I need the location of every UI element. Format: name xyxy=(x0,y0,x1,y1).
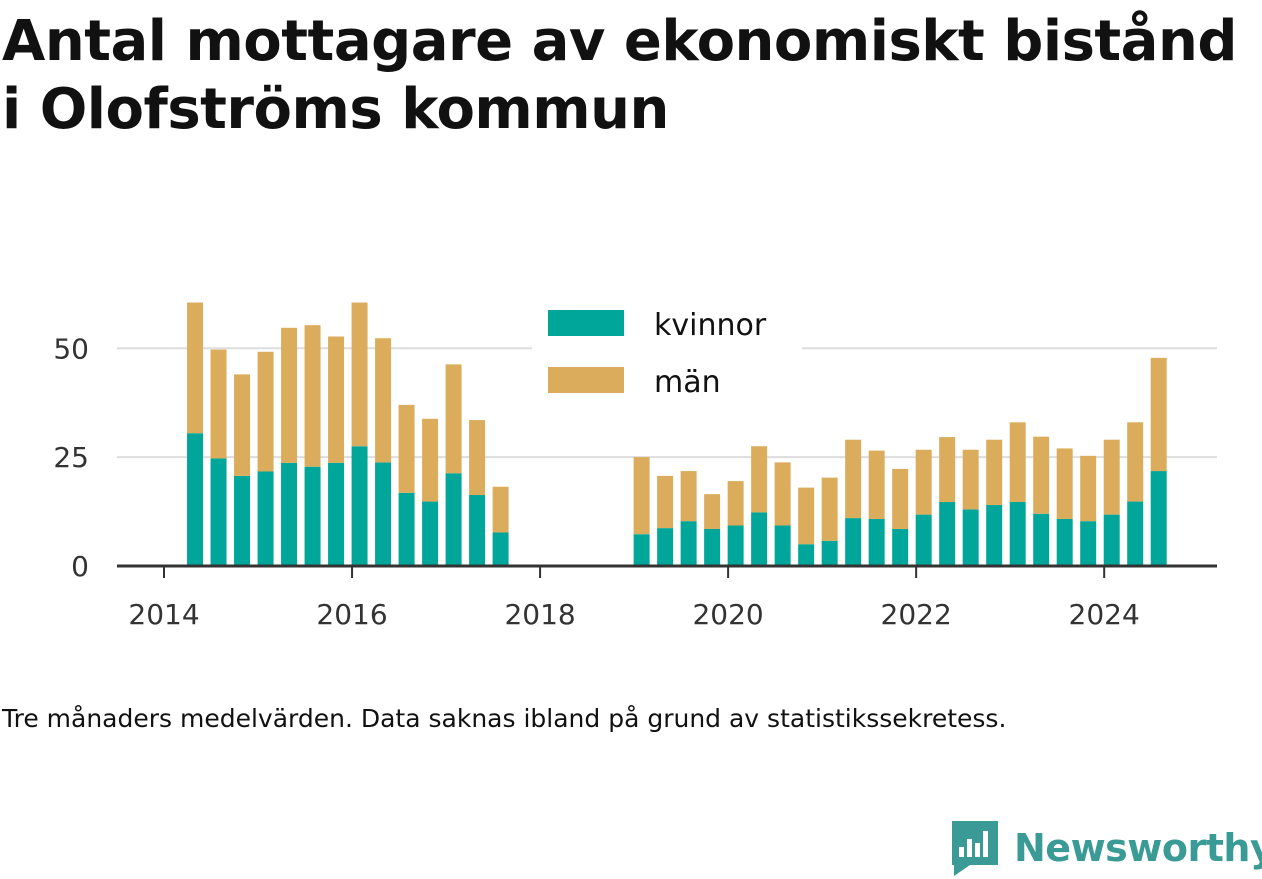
bar-man-33 xyxy=(1080,455,1097,522)
y-tick-label-0: 0 xyxy=(71,550,89,583)
bar-kvinnor-11 xyxy=(445,473,462,566)
bar-man-21 xyxy=(798,487,815,545)
bar-kvinnor-32 xyxy=(1056,518,1073,566)
bar-kvinnor-26 xyxy=(915,514,932,566)
bar-kvinnor-2 xyxy=(234,475,251,566)
bar-kvinnor-13 xyxy=(492,532,509,566)
bar-man-27 xyxy=(939,437,956,502)
bars xyxy=(187,302,1167,566)
x-tick-label-2014: 2014 xyxy=(128,598,199,631)
bar-kvinnor-3 xyxy=(257,471,274,566)
bar-man-14 xyxy=(633,457,650,535)
bar-kvinnor-1 xyxy=(210,458,227,566)
bar-kvinnor-21 xyxy=(798,544,815,566)
bar-kvinnor-34 xyxy=(1103,514,1120,566)
footnote: Tre månaders medelvärden. Data saknas ib… xyxy=(2,704,1007,733)
bar-kvinnor-14 xyxy=(633,534,650,566)
bar-man-6 xyxy=(328,336,345,463)
legend-swatch-man xyxy=(548,367,624,393)
bar-kvinnor-7 xyxy=(351,446,368,566)
bar-kvinnor-28 xyxy=(962,509,979,566)
bar-man-31 xyxy=(1033,436,1050,514)
bar-kvinnor-31 xyxy=(1033,513,1050,566)
bar-kvinnor-35 xyxy=(1127,501,1144,566)
y-tick-label-25: 25 xyxy=(53,441,89,474)
brand-logo: Newsworthy xyxy=(950,818,1262,878)
bar-kvinnor-19 xyxy=(751,512,768,566)
legend-swatch-kvinnor xyxy=(548,310,624,336)
bar-kvinnor-12 xyxy=(469,495,486,566)
bar-kvinnor-20 xyxy=(774,525,791,566)
legend-label-man: män xyxy=(654,365,721,400)
x-tick-label-2018: 2018 xyxy=(504,598,575,631)
bar-man-18 xyxy=(727,481,744,526)
bar-man-22 xyxy=(821,477,838,541)
bar-kvinnor-23 xyxy=(845,518,862,566)
chart-title: Antal mottagare av ekonomiskt bistånd i … xyxy=(2,9,1237,142)
brand-name: Newsworthy xyxy=(1014,826,1262,870)
bar-kvinnor-6 xyxy=(328,462,345,566)
bar-man-16 xyxy=(680,471,697,522)
legend: kvinnor män xyxy=(532,296,802,414)
bar-man-23 xyxy=(845,439,862,519)
bar-kvinnor-15 xyxy=(657,528,674,566)
bar-man-24 xyxy=(868,450,885,519)
bar-kvinnor-36 xyxy=(1150,471,1167,566)
bar-man-29 xyxy=(986,439,1003,506)
x-tick-label-2022: 2022 xyxy=(881,598,952,631)
bar-man-7 xyxy=(351,302,368,447)
bar-man-2 xyxy=(234,374,251,476)
bar-man-9 xyxy=(398,404,415,493)
bar-kvinnor-30 xyxy=(1009,501,1026,566)
x-tick-label-2020: 2020 xyxy=(692,598,763,631)
bar-man-20 xyxy=(774,462,791,526)
bar-man-3 xyxy=(257,351,274,472)
bar-man-15 xyxy=(657,475,674,529)
bar-kvinnor-18 xyxy=(727,525,744,566)
bar-man-28 xyxy=(962,449,979,510)
x-tick-label-2024: 2024 xyxy=(1069,598,1140,631)
x-tick-label-2016: 2016 xyxy=(316,598,387,631)
bar-kvinnor-17 xyxy=(704,528,721,566)
bar-kvinnor-27 xyxy=(939,501,956,566)
axes: 0 25 50 2014 2016 2018 2020 2022 2024 xyxy=(53,332,1217,631)
bar-man-13 xyxy=(492,486,509,533)
bar-man-36 xyxy=(1150,357,1167,472)
bar-man-1 xyxy=(210,349,227,459)
bar-kvinnor-9 xyxy=(398,492,415,566)
bar-kvinnor-33 xyxy=(1080,521,1097,566)
bar-man-10 xyxy=(422,418,439,502)
bar-man-17 xyxy=(704,494,721,529)
bar-man-32 xyxy=(1056,448,1073,519)
bar-kvinnor-24 xyxy=(868,518,885,566)
bar-kvinnor-8 xyxy=(375,462,392,566)
bar-man-0 xyxy=(187,302,204,434)
bar-man-35 xyxy=(1127,422,1144,502)
bar-man-30 xyxy=(1009,422,1026,502)
y-tick-label-50: 50 xyxy=(53,332,89,365)
bar-man-26 xyxy=(915,449,932,515)
newsworthy-logo-icon xyxy=(952,821,998,876)
bar-kvinnor-4 xyxy=(281,462,298,566)
bar-man-34 xyxy=(1103,439,1120,515)
bar-kvinnor-22 xyxy=(821,540,838,566)
bar-kvinnor-0 xyxy=(187,433,204,566)
bar-kvinnor-16 xyxy=(680,521,697,566)
bar-man-8 xyxy=(375,338,392,463)
bar-man-11 xyxy=(445,364,462,474)
bar-man-19 xyxy=(751,446,768,513)
bar-kvinnor-29 xyxy=(986,505,1003,566)
bar-man-12 xyxy=(469,420,486,496)
bar-kvinnor-25 xyxy=(892,528,909,566)
bar-man-25 xyxy=(892,468,909,529)
bar-man-5 xyxy=(304,325,321,467)
legend-label-kvinnor: kvinnor xyxy=(654,308,767,343)
bar-kvinnor-5 xyxy=(304,466,321,566)
bar-man-4 xyxy=(281,327,298,463)
bar-kvinnor-10 xyxy=(422,501,439,566)
